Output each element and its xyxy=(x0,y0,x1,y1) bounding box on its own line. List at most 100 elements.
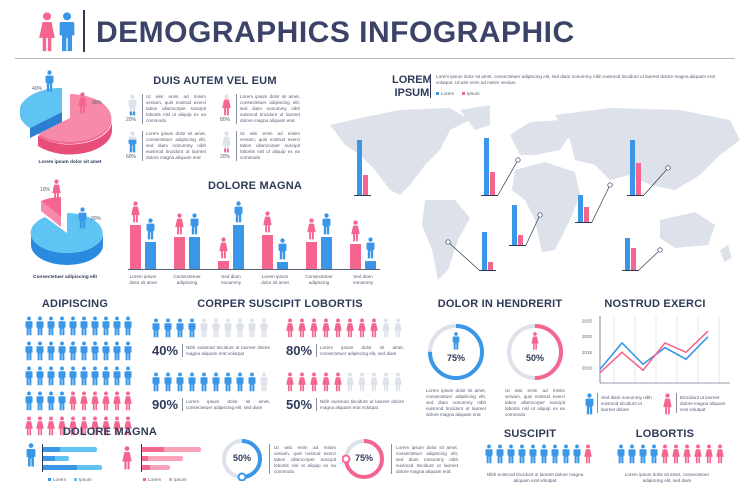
y-tick-label: 2020 xyxy=(582,334,593,339)
woman-icon xyxy=(705,444,713,464)
man-icon xyxy=(25,341,33,361)
corper-text: Lorem ipsum dolor sit amet, consectetuer… xyxy=(320,345,404,356)
female-bar xyxy=(218,261,229,269)
progress-ring xyxy=(428,324,484,380)
lobortis-text: Lorem ipsum dolor sit amet, consectetuer… xyxy=(624,472,710,483)
man-icon xyxy=(190,213,199,235)
hendrerit-title: DOLOR IN HENDRERIT xyxy=(437,298,563,310)
man-icon xyxy=(200,318,208,338)
label-line: Consectetuer xyxy=(173,274,201,279)
partial-fill-person xyxy=(222,131,231,153)
man-icon xyxy=(124,366,132,386)
dolore-h-title: DOLORE MAGNA xyxy=(62,426,158,438)
lorem-bar xyxy=(142,447,164,452)
label-line: Lorem ipsum xyxy=(129,274,157,279)
label-line: Sed diam xyxy=(353,274,373,279)
man-icon xyxy=(102,316,110,336)
label-line: nonummy xyxy=(220,280,242,285)
woman-icon xyxy=(124,391,132,411)
man-icon xyxy=(113,316,121,336)
page-title: DEMOGRAPHICS INFOGRAPHIC xyxy=(96,16,575,49)
line-chart: 2025 2020 2015 2010 xyxy=(582,316,730,384)
legend-ipsum: Ipsum xyxy=(462,91,480,96)
woman-icon xyxy=(298,372,306,392)
man-icon xyxy=(573,444,581,464)
lorem-bar xyxy=(625,238,630,270)
ipsum-bar xyxy=(636,163,641,195)
woman-icon xyxy=(531,332,539,350)
man-icon xyxy=(25,366,33,386)
woman-icon xyxy=(322,318,330,338)
hendrerit-text: Ut wisi enim ad minim veniam, quis nostr… xyxy=(505,388,565,417)
pie2-caption: Consectetuer adipiscing elit xyxy=(33,275,97,280)
man-icon xyxy=(69,316,77,336)
woman-icon xyxy=(286,318,294,338)
woman-icon xyxy=(36,416,44,436)
people-row xyxy=(286,372,406,392)
man-icon xyxy=(212,318,220,338)
man-icon xyxy=(25,391,33,411)
man-icon xyxy=(152,318,160,338)
duis-title: DUIS AUTEM VEL EUM xyxy=(153,75,277,87)
map-title-line2: IPSUM xyxy=(394,87,430,99)
woman-icon xyxy=(394,318,402,338)
man-icon xyxy=(36,316,44,336)
pie-3d-graphic xyxy=(20,87,113,155)
legend-lorem: Lorem xyxy=(48,477,66,482)
man-icon xyxy=(188,372,196,392)
male-bar xyxy=(233,225,244,269)
bar-category-label: Consectetuer adipiscing xyxy=(167,274,207,286)
woman-icon xyxy=(663,393,672,415)
pie2-male-pct: 90% xyxy=(91,216,102,222)
y-tick-label: 2025 xyxy=(582,319,593,324)
header-rule xyxy=(15,58,735,59)
woman-icon xyxy=(307,218,316,240)
man-icon xyxy=(102,366,110,386)
male-bar xyxy=(321,237,332,269)
male-series-line xyxy=(599,336,709,370)
corper-pct: 90% xyxy=(152,397,179,412)
people-row xyxy=(152,318,272,338)
corper-pct: 50% xyxy=(286,397,313,412)
label-line: dolor sit amet xyxy=(261,280,289,285)
woman-icon xyxy=(661,444,669,464)
ipsum-bar xyxy=(363,175,368,195)
duis-pct: 80% xyxy=(220,117,231,123)
pie2-female-pct: 10% xyxy=(40,187,51,193)
corper-text: Nibh euismod tincidunt ut laoreet dolore… xyxy=(320,399,404,410)
woman-icon xyxy=(382,372,390,392)
divider xyxy=(316,398,317,411)
lorem-bar xyxy=(357,140,362,195)
divider xyxy=(597,393,598,413)
y-tick-label: 2010 xyxy=(582,366,593,371)
man-icon xyxy=(80,316,88,336)
nostrud-title: NOSTRUD EXERCI xyxy=(604,298,706,310)
duis-pct: 20% xyxy=(126,117,137,123)
woman-icon xyxy=(131,201,140,223)
ipsum-bar xyxy=(490,172,495,195)
woman-icon xyxy=(25,416,33,436)
duis-text: Lorem ipsum dolor sit amet, consectetuer… xyxy=(240,94,300,123)
female-bar xyxy=(350,244,361,269)
marker-base xyxy=(509,245,526,246)
man-icon xyxy=(628,444,636,464)
hendrerit-text: Lorem ipsum dolor sit amet, consectetuer… xyxy=(426,388,486,417)
pie1-female-pct: 60% xyxy=(92,100,103,106)
lorem-bar xyxy=(43,465,77,470)
man-icon xyxy=(224,372,232,392)
progress-ring xyxy=(507,324,563,380)
man-icon xyxy=(248,372,256,392)
people-row xyxy=(286,318,406,338)
man-icon xyxy=(58,391,66,411)
man-icon xyxy=(234,201,243,223)
woman-icon xyxy=(310,318,318,338)
partial-fill-person xyxy=(128,131,137,153)
bar-category-label: Lorem ipsum dolor sit amet xyxy=(255,274,295,286)
lorem-bar xyxy=(43,447,60,452)
woman-icon xyxy=(122,446,132,470)
corper-title: CORPER SUSCIPIT LOBORTIS xyxy=(197,298,363,310)
marker-base xyxy=(575,222,592,223)
duis-pct: 60% xyxy=(126,154,137,160)
nostrud-male-text: Sed diam nonummy nibh euismod tincidunt … xyxy=(601,395,652,412)
man-icon xyxy=(188,318,196,338)
